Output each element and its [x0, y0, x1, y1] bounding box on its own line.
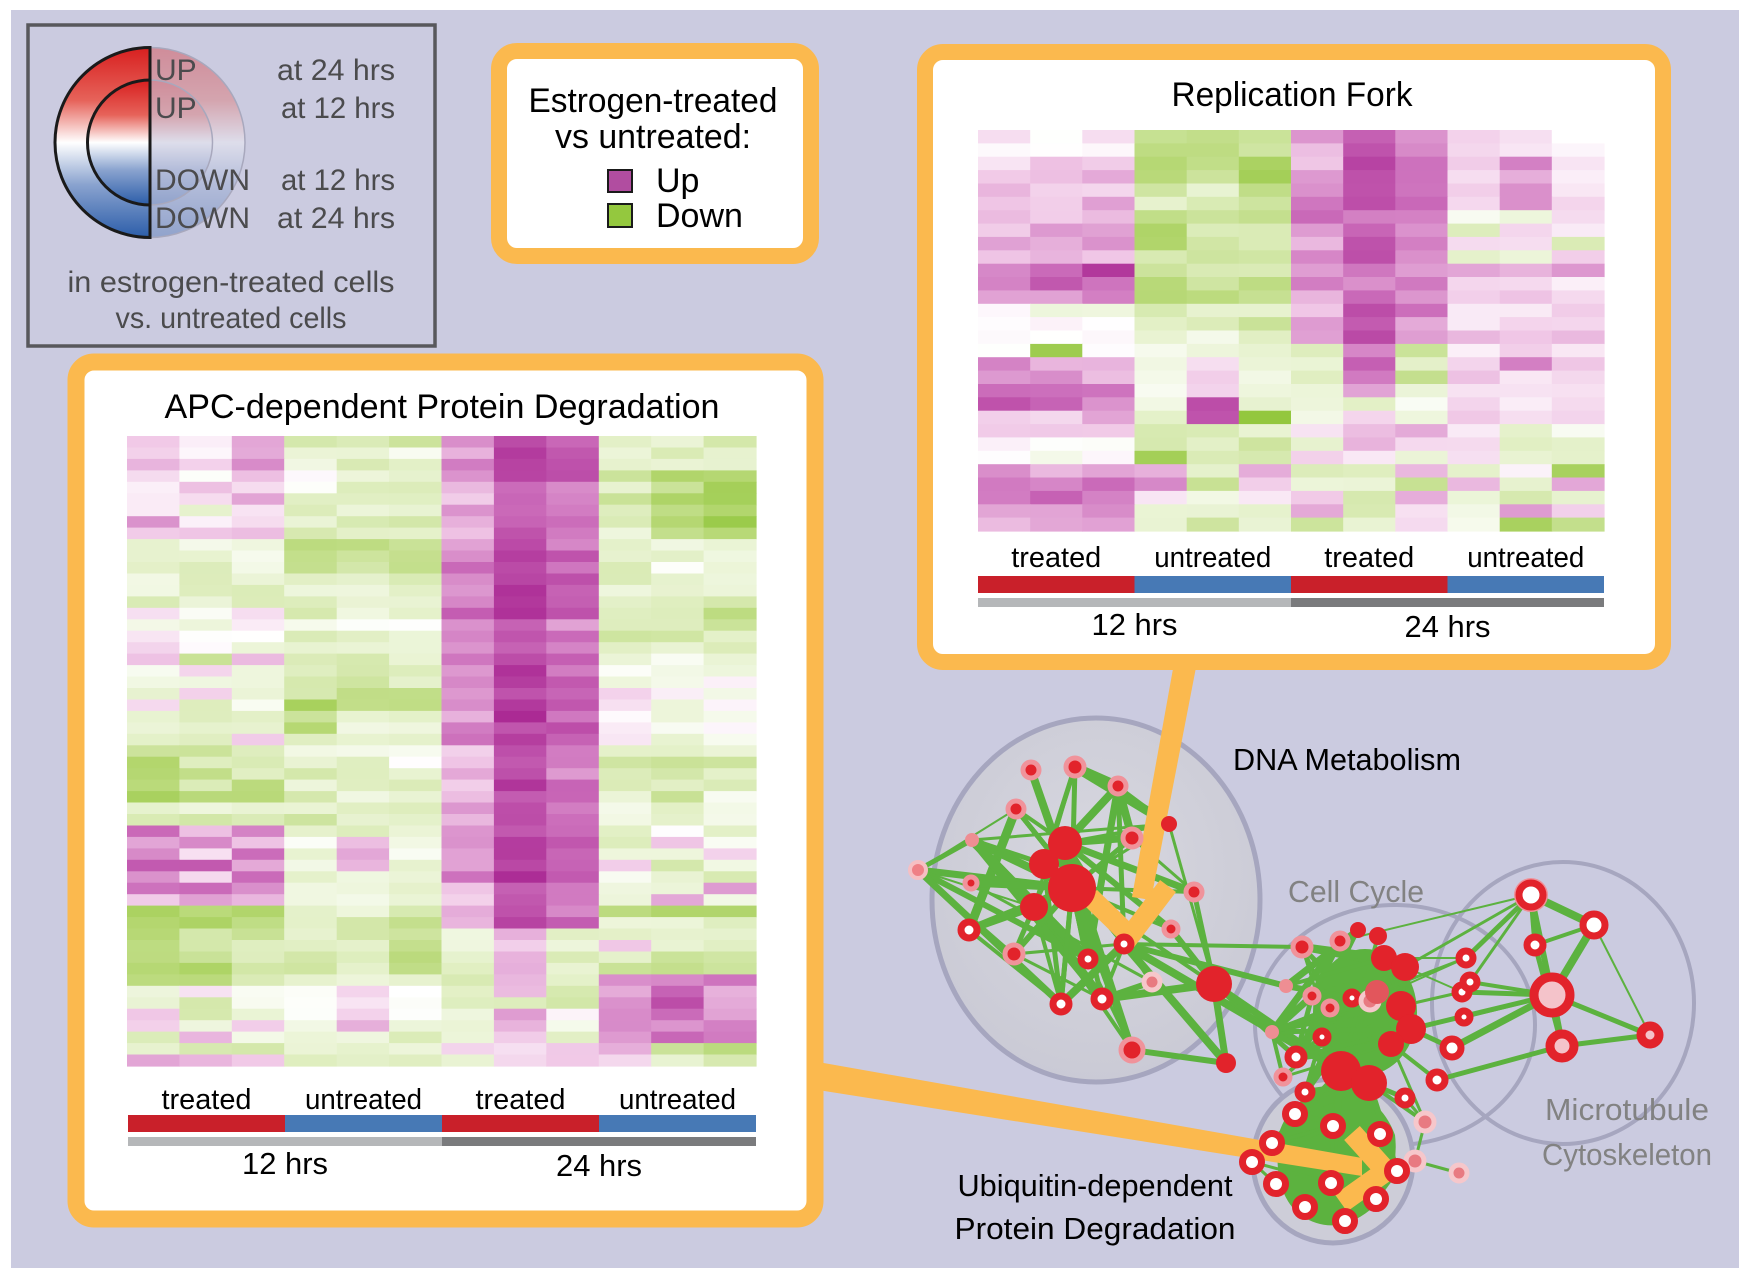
svg-text:DNA Metabolism: DNA Metabolism	[1233, 742, 1461, 777]
svg-text:Up: Up	[656, 162, 699, 200]
svg-text:Protein Degradation: Protein Degradation	[955, 1211, 1236, 1246]
svg-text:at 24 hrs: at 24 hrs	[277, 54, 395, 87]
svg-text:UP: UP	[155, 92, 197, 125]
svg-text:Replication Fork: Replication Fork	[1172, 76, 1414, 114]
svg-text:12 hrs: 12 hrs	[242, 1146, 328, 1181]
svg-text:UP: UP	[155, 54, 197, 87]
svg-text:at 12 hrs: at 12 hrs	[281, 164, 395, 197]
svg-text:in estrogen-treated cells: in estrogen-treated cells	[68, 266, 395, 299]
svg-text:DOWN: DOWN	[155, 202, 250, 235]
svg-text:treated: treated	[1324, 542, 1414, 574]
svg-text:12 hrs: 12 hrs	[1092, 607, 1178, 642]
svg-text:untreated: untreated	[1154, 542, 1271, 574]
svg-text:Cytoskeleton: Cytoskeleton	[1542, 1137, 1712, 1172]
svg-text:at 12 hrs: at 12 hrs	[281, 92, 395, 125]
svg-text:treated: treated	[476, 1084, 566, 1116]
svg-text:APC-dependent Protein Degradat: APC-dependent Protein Degradation	[165, 388, 720, 426]
svg-text:DOWN: DOWN	[155, 164, 250, 197]
svg-text:Ubiquitin-dependent: Ubiquitin-dependent	[958, 1168, 1233, 1203]
svg-text:untreated: untreated	[1467, 542, 1584, 574]
svg-text:Cell Cycle: Cell Cycle	[1288, 874, 1424, 909]
svg-text:at 24 hrs: at 24 hrs	[277, 202, 395, 235]
svg-text:treated: treated	[162, 1084, 252, 1116]
svg-text:untreated: untreated	[305, 1084, 422, 1116]
svg-text:vs. untreated cells: vs. untreated cells	[116, 302, 347, 335]
svg-text:24 hrs: 24 hrs	[556, 1148, 642, 1183]
svg-text:Down: Down	[656, 197, 743, 235]
svg-text:Microtubule: Microtubule	[1545, 1092, 1709, 1127]
svg-text:untreated: untreated	[619, 1084, 736, 1116]
svg-text:Estrogen-treated: Estrogen-treated	[529, 82, 778, 120]
svg-text:24 hrs: 24 hrs	[1405, 609, 1491, 644]
svg-text:treated: treated	[1011, 542, 1101, 574]
svg-text:vs untreated:: vs untreated:	[555, 118, 751, 156]
